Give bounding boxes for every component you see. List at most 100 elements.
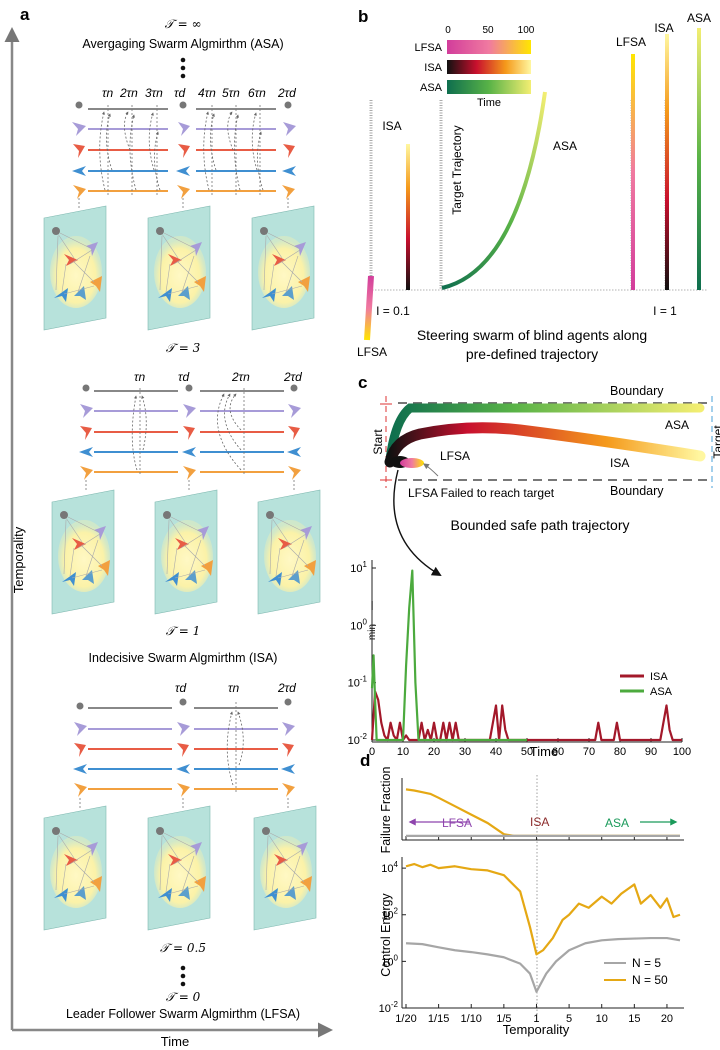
mid-tick-2tau-n: 2τn [231, 370, 250, 384]
control-energy-ylabel: Control Energy [379, 893, 393, 977]
asa-timeline: τn 2τn 3τn τd 4τn 5τn 6τn 2τd [72, 86, 296, 208]
lfsa-title: Leader Follower Swarm Algmirthm (LFSA) [66, 1007, 300, 1021]
swarm-box-asa-1 [43, 205, 107, 331]
c-failed-label: LFSA Failed to reach target [408, 486, 555, 500]
swarm-box-mid-2 [154, 489, 218, 615]
temporality-05-label: 𝒯 = 0.5 [160, 941, 206, 955]
start-label: Start [371, 429, 385, 455]
b-asa-trajectory [441, 91, 547, 290]
legend-n50: N = 50 [632, 973, 668, 987]
legend-row-isa: ISA [424, 62, 442, 74]
bot-tick-tau-d: τd [175, 681, 186, 695]
legend-tick-50: 50 [482, 25, 494, 36]
swarm-box-mid-3 [257, 489, 321, 615]
imin-legend-asa: ASA [650, 686, 673, 698]
ellipsis-dots-bottom [180, 965, 186, 987]
b-r-asa-label: ASA [687, 11, 711, 25]
legend-n5: N = 5 [632, 956, 661, 970]
ce-y-tick-label: 100 [381, 953, 398, 968]
imin-x-tick-label: 20 [428, 746, 440, 758]
swarm-box-lfsa-3 [253, 805, 317, 931]
legend-bar-lfsa [447, 40, 531, 54]
temporality-3-label: 𝒯 = 3 [166, 341, 201, 355]
panel-b: b 0 50 100 LFSA ISA ASA Time ISA Target … [357, 7, 711, 362]
swarm-box-mid-1 [51, 489, 115, 615]
imin-y-tick-label: 100 [350, 617, 367, 632]
c-lfsa-path [400, 458, 424, 468]
imin-x-tick-label: 60 [552, 746, 564, 758]
legend-tick-0: 0 [445, 25, 451, 36]
swarm-box-lfsa-1 [43, 805, 107, 931]
target-trajectory-label: Target Trajectory [450, 125, 464, 214]
imin-y-tick-label: 10-2 [348, 732, 368, 747]
mid-tick-2tau-d: 2τd [283, 370, 302, 384]
boundary-bottom-label: Boundary [610, 484, 664, 498]
ce-x-tick-label: 5 [566, 1013, 572, 1025]
tick-2tau-n: 2τn [119, 86, 138, 100]
panel-d-label: d [360, 751, 370, 770]
swarm-box-asa-3 [251, 205, 315, 331]
isa-title: Indecisive Swarm Algmirthm (ISA) [89, 651, 278, 665]
imin-chart: I min Time 010203040506070809010010-210-… [348, 560, 691, 759]
isa-divider-label: ISA [530, 815, 549, 829]
c-zoom-arrow [393, 469, 442, 576]
time-colour-legend: 0 50 100 LFSA ISA ASA Time [414, 25, 534, 109]
imin-x-tick-label: 0 [369, 746, 375, 758]
imin-series-isa [370, 690, 682, 742]
imin-xlabel: Time [530, 744, 558, 759]
b-caption-line-2: pre-defined trajectory [466, 346, 598, 362]
tick-6tau-n: 6τn [248, 86, 266, 100]
ce-x-tick-label: 1 [533, 1013, 539, 1025]
c-isa-path [384, 422, 706, 468]
imin-legend-isa: ISA [650, 671, 668, 683]
legend-bar-asa [447, 80, 531, 94]
panel-a-label: a [20, 5, 30, 24]
lfsa-timeline: τd τn 2τd [73, 681, 296, 808]
panel-c: c Boundary Boundary Start Target ASA ISA… [348, 373, 720, 759]
b-r-asa-trajectory [697, 28, 701, 290]
ce-x-tick-label: 15 [628, 1013, 640, 1025]
imin-x-tick-label: 30 [459, 746, 471, 758]
ce-x-tick-label: 1/20 [395, 1013, 416, 1025]
imin-y-tick-label: 10-1 [348, 675, 368, 690]
imin-x-tick-label: 10 [397, 746, 409, 758]
temporality-xlabel: Temporality [503, 1022, 570, 1037]
control-energy-chart: Control Energy Temporality N = 5 N = 50 … [379, 857, 684, 1037]
asa-title: Avergaging Swarm Algmirthm (ASA) [82, 37, 283, 51]
legend-bar-isa [447, 60, 531, 74]
b-r-isa-label: ISA [654, 21, 673, 35]
imin-x-tick-label: 50 [521, 746, 533, 758]
c-caption: Bounded safe path trajectory [450, 517, 629, 533]
legend-row-lfsa: LFSA [414, 42, 442, 54]
b-isa-label: ISA [382, 119, 401, 133]
panel-b-label: b [358, 7, 368, 26]
b-lfsa-label: LFSA [357, 345, 387, 359]
bot-tick-2tau-d: 2τd [277, 681, 296, 695]
ce-y-tick-label: 10-2 [379, 1000, 399, 1015]
b-temporality-1-label: I = 1 [653, 304, 677, 318]
panel-d: d Failure Fraction LFSA ISA ASA Control … [360, 751, 684, 1037]
imin-x-tick-label: 90 [645, 746, 657, 758]
imin-y-tick-label: 101 [350, 560, 367, 575]
tick-5tau-n: 5τn [222, 86, 240, 100]
lfsa-arrow-label: LFSA [442, 816, 472, 830]
ce-x-tick-label: 1/15 [428, 1013, 449, 1025]
c-asa-label: ASA [665, 418, 689, 432]
imin-x-tick-label: 70 [583, 746, 595, 758]
ce-x-tick-label: 1/10 [461, 1013, 482, 1025]
c-failed-arrow [423, 463, 439, 477]
legend-axis-time: Time [477, 97, 501, 109]
failure-fraction-chart: Failure Fraction LFSA ISA ASA [379, 767, 684, 1015]
asa-arrow-label: ASA [605, 816, 629, 830]
legend-row-asa: ASA [420, 82, 443, 94]
tick-tau-d: τd [174, 86, 185, 100]
b-r-lfsa-label: LFSA [616, 35, 646, 49]
ellipsis-dots-top [180, 57, 186, 79]
b-r-isa-trajectory [665, 34, 669, 290]
b-temporality-01-label: I = 0.1 [376, 304, 410, 318]
imin-x-tick-label: 40 [490, 746, 502, 758]
mid-tick-tau-d: τd [178, 370, 189, 384]
imin-series-asa [370, 569, 527, 742]
panel-c-label: c [358, 373, 367, 392]
